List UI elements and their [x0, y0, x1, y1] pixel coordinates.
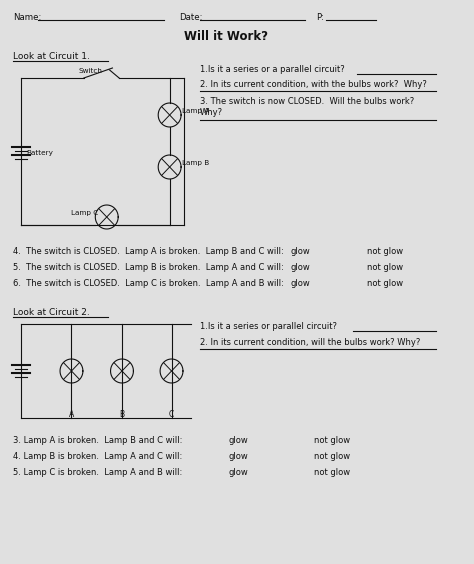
Text: A: A [69, 410, 74, 419]
Text: Date:: Date: [179, 13, 203, 22]
Text: Lamp C: Lamp C [72, 210, 99, 216]
Text: not glow: not glow [314, 436, 351, 445]
Text: 1.Is it a series or parallel circuit?: 1.Is it a series or parallel circuit? [200, 322, 337, 331]
Text: glow: glow [291, 263, 310, 272]
Text: 5.  The switch is CLOSED.  Lamp B is broken.  Lamp A and C will:: 5. The switch is CLOSED. Lamp B is broke… [13, 263, 284, 272]
Text: Will it Work?: Will it Work? [184, 30, 268, 43]
Text: 3. The switch is now CLOSED.  Will the bulbs work?: 3. The switch is now CLOSED. Will the bu… [200, 97, 414, 106]
Text: 2. In its current condition, will the bulbs work? Why?: 2. In its current condition, will the bu… [200, 338, 420, 347]
Text: glow: glow [229, 452, 248, 461]
Text: Look at Circuit 1.: Look at Circuit 1. [13, 52, 90, 61]
Text: Battery: Battery [27, 150, 54, 156]
Text: not glow: not glow [367, 247, 403, 256]
Text: 5. Lamp C is broken.  Lamp A and B will:: 5. Lamp C is broken. Lamp A and B will: [13, 468, 182, 477]
Text: not glow: not glow [314, 452, 351, 461]
Text: not glow: not glow [367, 263, 403, 272]
Text: 4.  The switch is CLOSED.  Lamp A is broken.  Lamp B and C will:: 4. The switch is CLOSED. Lamp A is broke… [13, 247, 284, 256]
Text: glow: glow [229, 468, 248, 477]
Text: Name:: Name: [13, 13, 42, 22]
Text: C: C [169, 410, 174, 419]
Text: Why?: Why? [200, 108, 223, 117]
Text: 1.Is it a series or a parallel circuit?: 1.Is it a series or a parallel circuit? [200, 65, 345, 74]
Text: glow: glow [291, 247, 310, 256]
Text: Lamp B: Lamp B [182, 160, 210, 166]
Text: 3. Lamp A is broken.  Lamp B and C will:: 3. Lamp A is broken. Lamp B and C will: [13, 436, 182, 445]
Text: Switch: Switch [78, 68, 102, 74]
Text: B: B [119, 410, 125, 419]
Text: glow: glow [291, 279, 310, 288]
Text: 2. In its current condition, with the bulbs work?  Why?: 2. In its current condition, with the bu… [200, 80, 427, 89]
Text: 6.  The switch is CLOSED.  Lamp C is broken.  Lamp A and B will:: 6. The switch is CLOSED. Lamp C is broke… [13, 279, 284, 288]
Text: Look at Circuit 2.: Look at Circuit 2. [13, 308, 90, 317]
Text: Lamp A: Lamp A [182, 108, 210, 114]
Text: not glow: not glow [314, 468, 351, 477]
Text: P:: P: [317, 13, 324, 22]
Text: glow: glow [229, 436, 248, 445]
Text: 4. Lamp B is broken.  Lamp A and C will:: 4. Lamp B is broken. Lamp A and C will: [13, 452, 182, 461]
Text: not glow: not glow [367, 279, 403, 288]
